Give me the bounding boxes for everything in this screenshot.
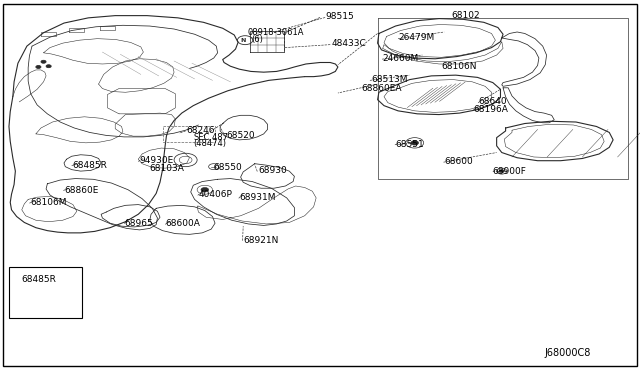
Circle shape <box>36 65 41 68</box>
Text: N: N <box>241 38 246 43</box>
Text: 68106M: 68106M <box>31 198 67 207</box>
Text: 26479M: 26479M <box>398 33 435 42</box>
Text: 68860E: 68860E <box>64 186 99 195</box>
Text: 68520: 68520 <box>227 131 255 140</box>
Text: 40406P: 40406P <box>198 190 232 199</box>
Text: 24660M: 24660M <box>382 54 419 63</box>
Text: 68551: 68551 <box>395 140 424 149</box>
Text: 94930E: 94930E <box>140 156 174 165</box>
Bar <box>9 267 82 318</box>
Circle shape <box>411 141 419 145</box>
Text: J68000C8: J68000C8 <box>544 348 590 357</box>
Circle shape <box>499 170 504 173</box>
Text: 68600A: 68600A <box>165 219 200 228</box>
Text: (48474): (48474) <box>193 139 227 148</box>
Text: 68965: 68965 <box>124 219 153 228</box>
Text: 68931M: 68931M <box>239 193 276 202</box>
Text: 68640: 68640 <box>479 97 508 106</box>
Circle shape <box>46 65 51 68</box>
Text: 68485R: 68485R <box>22 275 56 284</box>
Text: 68900F: 68900F <box>493 167 527 176</box>
Text: 68485R: 68485R <box>72 161 107 170</box>
Circle shape <box>201 187 209 192</box>
Text: 68860EA: 68860EA <box>361 84 401 93</box>
Text: 48433C: 48433C <box>332 39 366 48</box>
Text: 68550: 68550 <box>213 163 242 172</box>
Circle shape <box>41 60 46 63</box>
Text: 68102: 68102 <box>452 12 481 20</box>
Text: 68930: 68930 <box>258 166 287 175</box>
Text: 08918-3061A: 08918-3061A <box>247 28 303 37</box>
Text: SEC.487: SEC.487 <box>193 133 228 142</box>
Text: 68921N: 68921N <box>243 236 278 245</box>
Text: 68513M: 68513M <box>371 75 408 84</box>
Text: 98515: 98515 <box>325 12 354 21</box>
Text: 68246: 68246 <box>186 126 215 135</box>
Text: 68600: 68600 <box>444 157 473 166</box>
Text: (6): (6) <box>252 35 264 44</box>
Text: 68106N: 68106N <box>442 62 477 71</box>
Text: 68103A: 68103A <box>150 164 184 173</box>
Text: 68196A: 68196A <box>474 105 508 114</box>
